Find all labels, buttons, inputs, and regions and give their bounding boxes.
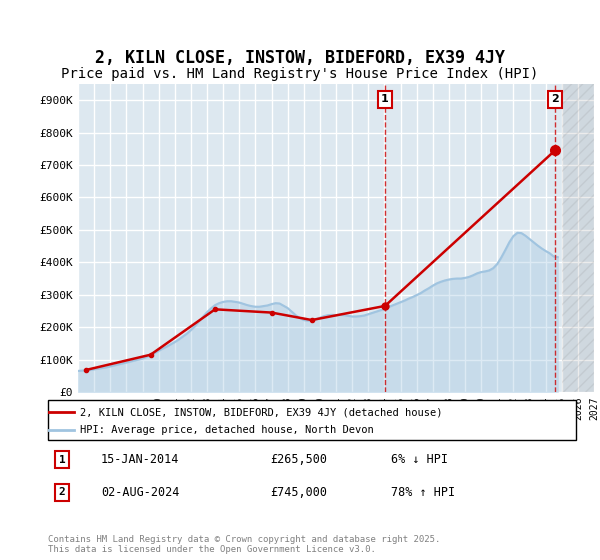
Text: Price paid vs. HM Land Registry's House Price Index (HPI): Price paid vs. HM Land Registry's House … bbox=[61, 67, 539, 81]
Text: 2, KILN CLOSE, INSTOW, BIDEFORD, EX39 4JY: 2, KILN CLOSE, INSTOW, BIDEFORD, EX39 4J… bbox=[95, 49, 505, 67]
Text: 02-AUG-2024: 02-AUG-2024 bbox=[101, 486, 179, 499]
Text: 78% ↑ HPI: 78% ↑ HPI bbox=[391, 486, 455, 499]
Text: £265,500: £265,500 bbox=[270, 453, 327, 466]
Text: £745,000: £745,000 bbox=[270, 486, 327, 499]
Text: 2: 2 bbox=[59, 487, 65, 497]
Text: 6% ↓ HPI: 6% ↓ HPI bbox=[391, 453, 448, 466]
Text: 15-JAN-2014: 15-JAN-2014 bbox=[101, 453, 179, 466]
Bar bbox=[562, 84, 594, 392]
Text: 1: 1 bbox=[381, 95, 389, 104]
Text: HPI: Average price, detached house, North Devon: HPI: Average price, detached house, Nort… bbox=[80, 425, 373, 435]
Text: 2, KILN CLOSE, INSTOW, BIDEFORD, EX39 4JY (detached house): 2, KILN CLOSE, INSTOW, BIDEFORD, EX39 4J… bbox=[80, 407, 442, 417]
Text: 2: 2 bbox=[551, 95, 559, 104]
Text: Contains HM Land Registry data © Crown copyright and database right 2025.
This d: Contains HM Land Registry data © Crown c… bbox=[48, 535, 440, 554]
Text: 1: 1 bbox=[59, 455, 65, 465]
FancyBboxPatch shape bbox=[48, 400, 576, 440]
